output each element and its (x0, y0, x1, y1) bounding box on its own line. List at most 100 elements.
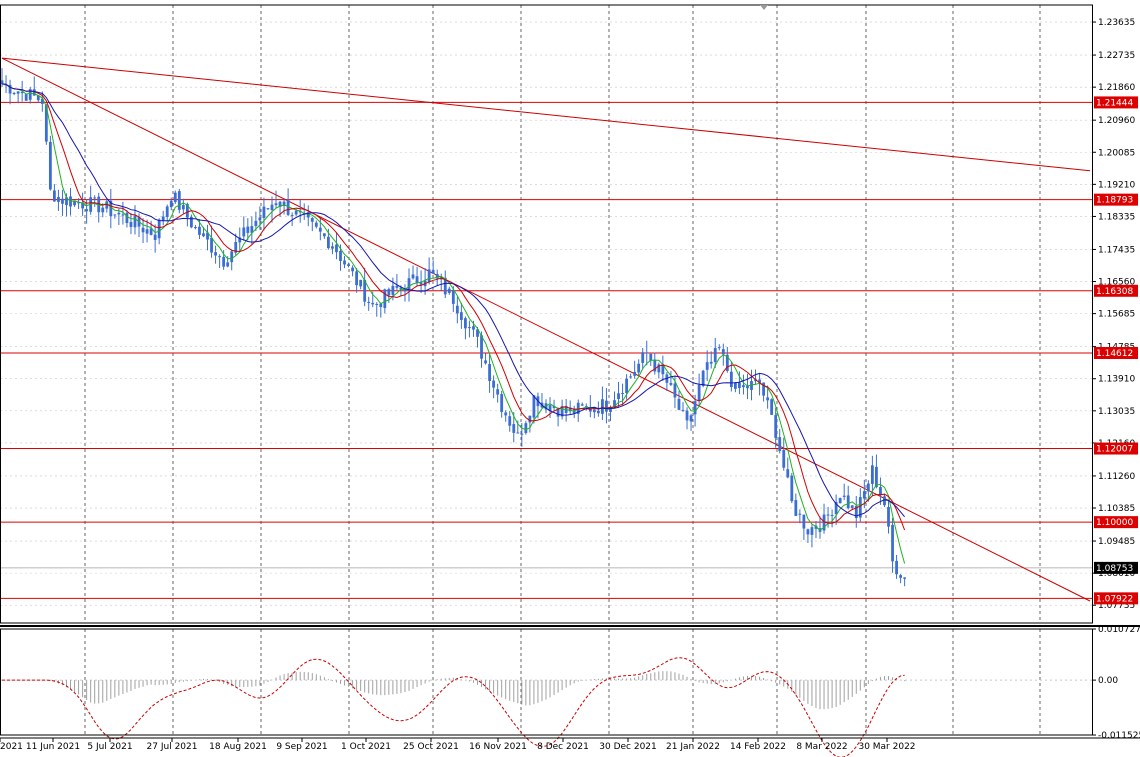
candle-body (689, 415, 693, 422)
candle-body (81, 202, 85, 209)
candle-body (725, 354, 729, 371)
y-tick-label: 1.22735 (1098, 51, 1135, 61)
candle-body (210, 237, 213, 253)
candle-body (218, 256, 222, 258)
period-marker-icon (760, 5, 768, 10)
candle-body (713, 348, 717, 363)
y-tick-label: 1.10385 (1098, 504, 1135, 514)
level-tag (1094, 193, 1138, 206)
current-price-tag (1094, 561, 1138, 574)
candle-body (351, 267, 354, 272)
candle-body (322, 233, 326, 237)
y-tick-label: 1.18335 (1098, 212, 1135, 222)
osc-signal-line (2, 657, 905, 757)
level-label: 1.14612 (1096, 349, 1133, 359)
candle-body (173, 192, 177, 203)
candle-body (858, 497, 862, 518)
candle-body (879, 487, 882, 496)
candle-body (786, 469, 790, 478)
candle-body (758, 379, 761, 383)
level-tag (1094, 346, 1138, 359)
x-tick-label: 21 Jan 2022 (666, 742, 720, 752)
candle-body (701, 370, 705, 387)
level-tag (1094, 442, 1138, 455)
candle-body (520, 433, 524, 435)
candle-body (77, 202, 80, 204)
candle-body (57, 196, 60, 202)
candle-body (145, 229, 149, 234)
candle-body (697, 384, 701, 401)
candle-body (278, 201, 282, 207)
y-tick-label: 1.16560 (1098, 278, 1135, 288)
candle-body (318, 227, 322, 232)
candle-body (472, 326, 475, 330)
candle-body (407, 278, 411, 292)
candle-body (246, 226, 250, 233)
candle-body (339, 251, 342, 261)
candle-body (335, 244, 338, 253)
level-label: 1.21444 (1096, 98, 1133, 108)
candle-body (165, 206, 169, 218)
candle-body (343, 260, 346, 265)
candle-body (214, 252, 217, 256)
candle-body (371, 302, 375, 305)
candle-body (306, 212, 310, 218)
candle-body (379, 303, 383, 308)
y-tick-label: 1.19210 (1098, 180, 1135, 190)
candle-body (661, 364, 665, 375)
level-tag (1094, 96, 1138, 109)
candle-body (496, 389, 500, 395)
candle-body (657, 364, 661, 373)
candle-body (596, 410, 600, 414)
candle-body (883, 496, 886, 506)
candle-body (685, 410, 689, 421)
candle-body (895, 560, 898, 575)
candle-body (774, 415, 778, 438)
candle-body (778, 437, 782, 451)
x-tick-label: 25 Oct 2021 (403, 742, 459, 752)
candle-body (198, 226, 201, 235)
candle-body (331, 246, 334, 249)
candle-body (431, 270, 435, 274)
candle-body (161, 216, 165, 221)
candle-body (250, 226, 254, 233)
candle-body (887, 506, 890, 527)
candle-body (476, 329, 479, 337)
candle-body (113, 214, 117, 216)
candle-body (528, 415, 532, 423)
level-label: 1.07922 (1096, 594, 1133, 604)
level-label: 1.12007 (1096, 445, 1133, 455)
y-tick-label: 1.23635 (1098, 18, 1135, 28)
candle-body (258, 217, 262, 221)
candle-body (693, 401, 697, 415)
candle-body (52, 190, 56, 202)
candle-body (790, 475, 794, 502)
candle-body (870, 465, 874, 484)
candle-body (729, 371, 733, 388)
candle-body (669, 382, 673, 385)
x-tick-label: 1 Oct 2021 (341, 742, 391, 752)
candle-body (653, 359, 657, 372)
candle-body (44, 105, 48, 142)
candle-body (750, 381, 753, 390)
candle-body (464, 318, 467, 329)
candle-body (194, 227, 197, 229)
candle-body (181, 204, 185, 210)
level-tag (1094, 284, 1138, 297)
candle-body (121, 214, 125, 216)
candle-body (206, 232, 209, 240)
x-tick-label: 11 Jun 2021 (26, 742, 80, 752)
candle-body (673, 383, 677, 398)
candle-body (383, 289, 387, 309)
candle-body (822, 514, 826, 531)
candle-body (415, 276, 419, 283)
level-label: 1.18793 (1096, 196, 1133, 206)
y-tick-label: 1.08610 (1098, 569, 1135, 579)
level-tag (1094, 592, 1138, 605)
candle-body (480, 335, 483, 359)
candle-body (903, 577, 907, 579)
candle-body (512, 424, 516, 433)
candle-body (633, 371, 637, 376)
candle-body (202, 233, 205, 237)
ma-slow-line (1, 83, 905, 518)
